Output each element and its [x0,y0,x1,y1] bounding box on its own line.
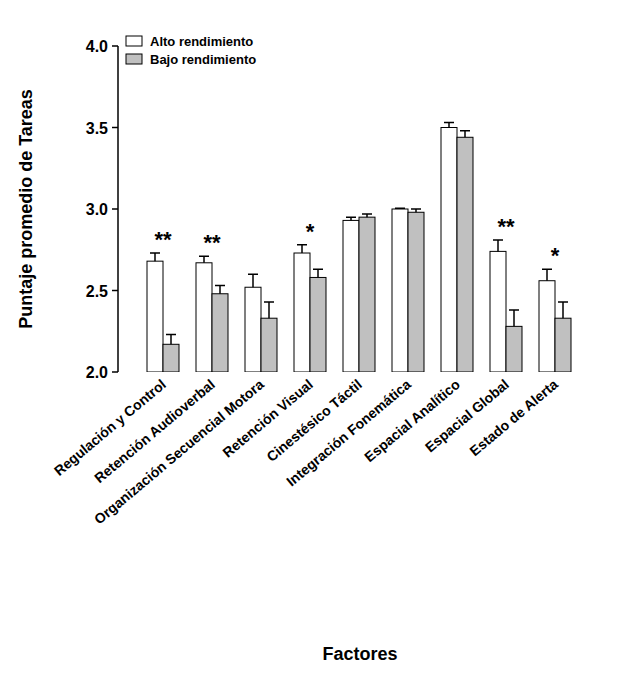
y-tick [112,290,118,292]
bars [147,128,571,373]
bar [506,326,522,372]
legend-label: Alto rendimiento [150,34,253,49]
y-tick [112,127,118,129]
error-bar [346,217,356,220]
bar [441,128,457,373]
bar [294,253,310,372]
y-axis-title: Puntaje promedio de Tareas [16,89,36,329]
error-bar [166,335,176,345]
error-bar [150,253,160,261]
y-tick-label: 3.0 [86,201,108,218]
bar [245,287,261,372]
y-tick [112,371,118,373]
bar [147,261,163,372]
legend-swatch [126,36,142,46]
bar [555,318,571,372]
error-bar [297,245,307,253]
significance-label: * [306,219,315,244]
y-tick-label: 3.5 [86,120,108,137]
significance-label: ** [497,214,515,239]
x-tick-label: Estado de Alerta [466,376,561,459]
y-tick [112,208,118,210]
bar [359,217,375,372]
y-tick-label: 4.0 [86,38,108,55]
legend-swatch [126,54,142,64]
bar [196,263,212,372]
bar [539,281,555,372]
y-tick-label: 2.0 [86,364,108,381]
error-bar [199,256,209,263]
error-bar [248,274,258,287]
significance-label: ** [154,227,172,252]
legend-label: Bajo rendimiento [150,52,256,67]
bar [212,294,228,372]
error-bar [444,123,454,128]
y-tick-label: 2.5 [86,283,108,300]
bar [457,137,473,372]
error-bars [150,123,568,345]
error-bar [395,207,405,209]
error-bar [558,302,568,318]
x-tick-label: Organización Secuencial Motora [91,376,267,527]
bar [163,344,179,372]
error-bar [313,269,323,277]
bar [261,318,277,372]
error-bar [509,310,519,326]
x-axis-title: Factores [322,644,397,664]
significance-label: ** [203,230,221,255]
error-bar [460,131,470,138]
error-bar [493,240,503,251]
error-bar [264,302,274,318]
error-bar [542,269,552,280]
y-tick [112,45,118,47]
error-bar [215,286,225,294]
error-bar [411,209,421,212]
significance-label: * [551,243,560,268]
bar [408,212,424,372]
x-tick-label: Espacial Global [422,376,512,455]
chart: 2.02.53.03.54.0********Regulación y Cont… [0,0,626,678]
bar [490,251,506,372]
bar [392,209,408,372]
bar [343,220,359,372]
bar [310,277,326,372]
error-bar [362,214,372,217]
